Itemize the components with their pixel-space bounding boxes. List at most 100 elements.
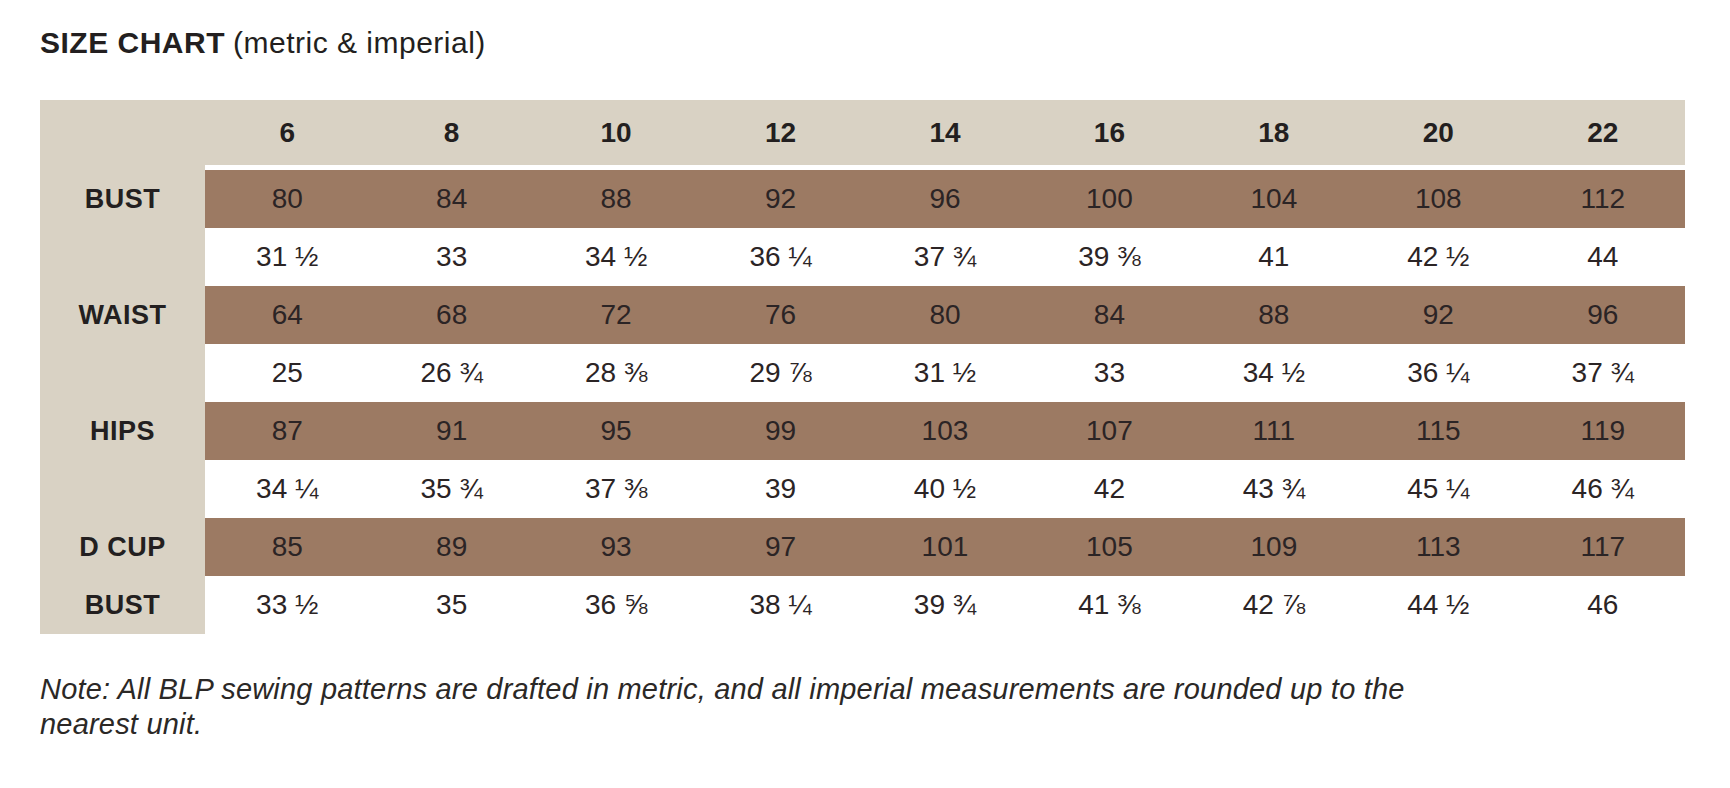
row-cells: 2526 ¾28 ⅜29 ⅞31 ½3334 ½36 ¼37 ¾ [205, 344, 1685, 402]
size-column-header: 6 [205, 100, 369, 165]
measurement-cell: 42 [1027, 460, 1191, 518]
size-chart-table: 6810121416182022BUST80848892961001041081… [40, 100, 1685, 634]
measurement-cell: 68 [369, 286, 533, 344]
measurement-cell: 29 ⅞ [698, 344, 862, 402]
measurement-cell: 36 ¼ [1356, 344, 1520, 402]
measurement-cell: 96 [863, 170, 1027, 228]
header-cells: 6810121416182022 [205, 100, 1685, 170]
measurement-cell: 46 [1521, 576, 1685, 634]
measurement-cell: 44 [1521, 228, 1685, 286]
size-chart-page: SIZE CHART(metric & imperial) 6810121416… [0, 0, 1730, 743]
size-column-header: 14 [863, 100, 1027, 165]
table-row-waist-metric-cm: WAIST646872768084889296 [40, 286, 1685, 344]
row-label [40, 460, 205, 518]
row-cells: 31 ½3334 ½36 ¼37 ¾39 ⅜4142 ½44 [205, 228, 1685, 286]
row-cells: 87919599103107111115119 [205, 402, 1685, 460]
measurement-cell: 88 [1192, 286, 1356, 344]
measurement-cell: 99 [698, 402, 862, 460]
measurement-cell: 105 [1027, 518, 1191, 576]
row-label: D CUP [40, 518, 205, 576]
measurement-cell: 38 ¼ [698, 576, 862, 634]
measurement-cell: 37 ⅜ [534, 460, 698, 518]
measurement-cell: 35 ¾ [369, 460, 533, 518]
measurement-cell: 28 ⅜ [534, 344, 698, 402]
measurement-cell: 42 ⅞ [1192, 576, 1356, 634]
page-title-main: SIZE CHART [40, 26, 225, 59]
table-header-row: 6810121416182022 [40, 100, 1685, 170]
measurement-cell: 41 ⅜ [1027, 576, 1191, 634]
measurement-cell: 87 [205, 402, 369, 460]
measurement-cell: 35 [369, 576, 533, 634]
measurement-cell: 26 ¾ [369, 344, 533, 402]
measurement-cell: 36 ⅝ [534, 576, 698, 634]
measurement-cell: 25 [205, 344, 369, 402]
measurement-cell: 119 [1521, 402, 1685, 460]
measurement-cell: 109 [1192, 518, 1356, 576]
row-label: BUST [40, 576, 205, 634]
measurement-cell: 39 ⅜ [1027, 228, 1191, 286]
measurement-cell: 39 ¾ [863, 576, 1027, 634]
measurement-cell: 108 [1356, 170, 1520, 228]
measurement-cell: 37 ¾ [1521, 344, 1685, 402]
size-column-header: 12 [698, 100, 862, 165]
measurement-cell: 85 [205, 518, 369, 576]
table-row-bust-imperial-in: BUST33 ½3536 ⅝38 ¼39 ¾41 ⅜42 ⅞44 ½46 [40, 576, 1685, 634]
measurement-cell: 115 [1356, 402, 1520, 460]
size-column-header: 22 [1521, 100, 1685, 165]
measurement-cell: 117 [1521, 518, 1685, 576]
measurement-cell: 72 [534, 286, 698, 344]
size-column-header: 16 [1027, 100, 1191, 165]
measurement-cell: 33 [369, 228, 533, 286]
measurement-cell: 95 [534, 402, 698, 460]
table-row-imperial-in: 2526 ¾28 ⅜29 ⅞31 ½3334 ½36 ¼37 ¾ [40, 344, 1685, 402]
measurement-cell: 37 ¾ [863, 228, 1027, 286]
measurement-cell: 43 ¾ [1192, 460, 1356, 518]
measurement-cell: 40 ½ [863, 460, 1027, 518]
row-label: HIPS [40, 402, 205, 460]
measurement-cell: 96 [1521, 286, 1685, 344]
measurement-cell: 34 ¼ [205, 460, 369, 518]
row-label [40, 344, 205, 402]
footnote: Note: All BLP sewing patterns are drafte… [40, 672, 1510, 743]
row-cells: 85899397101105109113117 [205, 518, 1685, 576]
measurement-cell: 100 [1027, 170, 1191, 228]
measurement-cell: 36 ¼ [698, 228, 862, 286]
row-cells: 34 ¼35 ¾37 ⅜3940 ½4243 ¾45 ¼46 ¾ [205, 460, 1685, 518]
size-column-header: 8 [369, 100, 533, 165]
measurement-cell: 80 [863, 286, 1027, 344]
size-column-header: 10 [534, 100, 698, 165]
measurement-cell: 44 ½ [1356, 576, 1520, 634]
measurement-cell: 33 [1027, 344, 1191, 402]
measurement-cell: 42 ½ [1356, 228, 1520, 286]
measurement-cell: 91 [369, 402, 533, 460]
measurement-cell: 112 [1521, 170, 1685, 228]
measurement-cell: 31 ½ [205, 228, 369, 286]
row-cells: 33 ½3536 ⅝38 ¼39 ¾41 ⅜42 ⅞44 ½46 [205, 576, 1685, 634]
measurement-cell: 34 ½ [534, 228, 698, 286]
table-row-hips-metric-cm: HIPS87919599103107111115119 [40, 402, 1685, 460]
size-column-header: 20 [1356, 100, 1520, 165]
measurement-cell: 88 [534, 170, 698, 228]
measurement-cell: 45 ¼ [1356, 460, 1520, 518]
table-row-bust-metric-cm: BUST8084889296100104108112 [40, 170, 1685, 228]
measurement-cell: 76 [698, 286, 862, 344]
row-label: BUST [40, 170, 205, 228]
measurement-cell: 80 [205, 170, 369, 228]
row-label [40, 228, 205, 286]
measurement-cell: 107 [1027, 402, 1191, 460]
measurement-cell: 111 [1192, 402, 1356, 460]
measurement-cell: 39 [698, 460, 862, 518]
measurement-cell: 92 [698, 170, 862, 228]
measurement-cell: 31 ½ [863, 344, 1027, 402]
measurement-cell: 93 [534, 518, 698, 576]
measurement-cell: 84 [369, 170, 533, 228]
table-row-imperial-in: 34 ¼35 ¾37 ⅜3940 ½4243 ¾45 ¼46 ¾ [40, 460, 1685, 518]
measurement-cell: 113 [1356, 518, 1520, 576]
size-column-header: 18 [1192, 100, 1356, 165]
measurement-cell: 34 ½ [1192, 344, 1356, 402]
row-cells: 646872768084889296 [205, 286, 1685, 344]
row-cells: 8084889296100104108112 [205, 170, 1685, 228]
measurement-cell: 33 ½ [205, 576, 369, 634]
measurement-cell: 92 [1356, 286, 1520, 344]
measurement-cell: 64 [205, 286, 369, 344]
